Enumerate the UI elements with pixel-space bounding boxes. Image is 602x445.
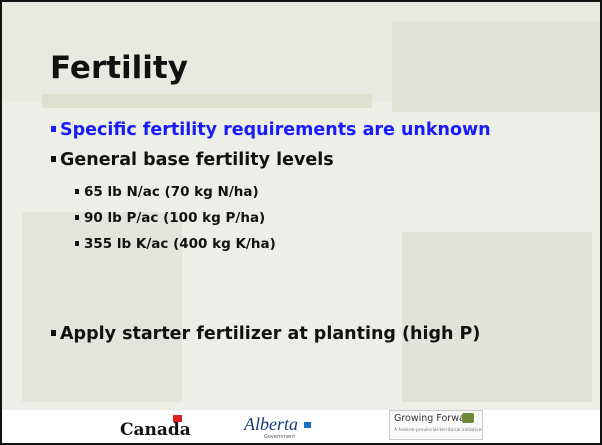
leaf-icon [462, 413, 474, 423]
slide-title: Fertility [50, 50, 188, 86]
flag-icon [173, 415, 182, 422]
bullet: General base fertility levels [51, 150, 334, 170]
bullet: Specific fertility requirements are unkn… [51, 120, 491, 140]
bullet: Apply starter fertilizer at planting (hi… [50, 324, 481, 344]
growing-forward-sub: A federal-provincial-territorial initiat… [394, 428, 482, 433]
growing-forward-text: Growing Forward [394, 413, 475, 424]
background-photo [402, 232, 592, 402]
alberta-mark [304, 422, 311, 428]
footer: Canada Alberta Government Growing Forwar… [2, 410, 600, 443]
background-photo [392, 22, 600, 112]
bullet: 90 lb P/ac (100 kg P/ha) [74, 210, 266, 226]
bullet: 355 lb K/ac (400 kg K/ha) [75, 236, 276, 252]
alberta-logo: Alberta [244, 414, 298, 434]
background-strip [42, 94, 372, 108]
growing-forward-logo: Growing Forward A federal-provincial-ter… [389, 410, 483, 440]
bullet: 65 lb N/ac (70 kg N/ha) [75, 184, 259, 200]
background-photo [22, 212, 182, 402]
canada-logo: Canada [120, 420, 191, 440]
alberta-sub: Government [264, 434, 296, 440]
